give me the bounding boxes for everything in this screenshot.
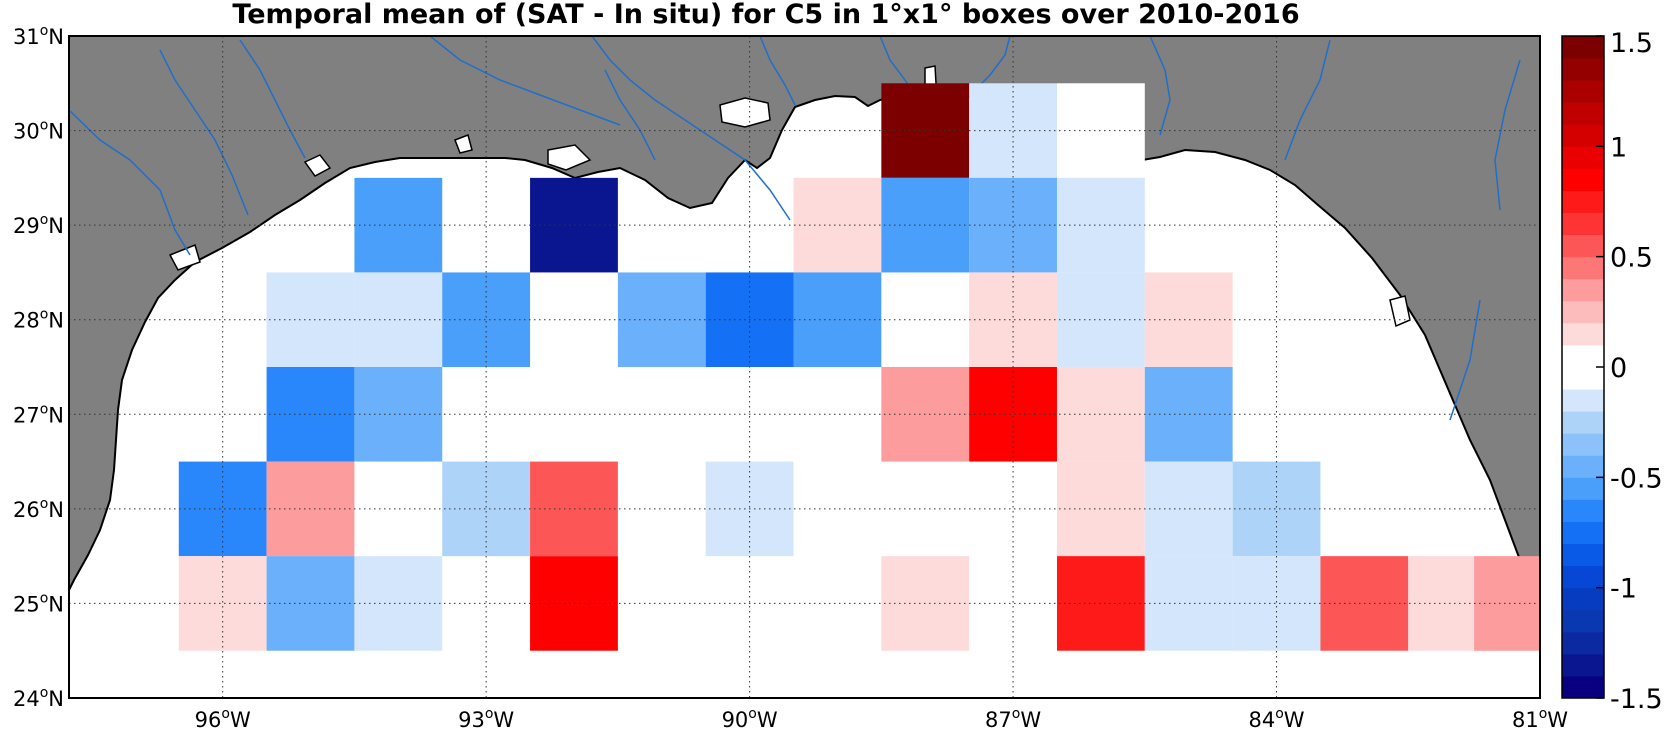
colorbar-swatch — [1562, 322, 1604, 346]
longitude-tick-label: 81oW — [1512, 706, 1568, 730]
colorbar-swatch — [1562, 146, 1604, 169]
colorbar-swatch — [1562, 455, 1604, 478]
colorbar-swatch — [1562, 344, 1604, 368]
colorbar-swatch — [1562, 80, 1604, 103]
longitude-tick-label: 87oW — [985, 706, 1041, 730]
rivers — [69, 36, 1521, 421]
axis-labels: 96oW 93oW 90oW 87oW 84oW 81oW 24oN 25oN 26oN 27oN… — [13, 23, 1568, 730]
colorbar-swatch — [1562, 543, 1604, 567]
bay-vermilion — [547, 144, 592, 171]
colorbar-labels: 1.5 1 0.5 0 -0.5 -1 -1.5 — [1596, 28, 1663, 715]
colorbar-swatch — [1562, 278, 1604, 302]
anomaly-cell — [793, 177, 882, 273]
colorbar-swatch — [1562, 631, 1604, 655]
bay-sabine — [303, 154, 332, 177]
latitude-tick-label: 24oN — [13, 685, 64, 711]
latitude-tick-label: 31oN — [13, 23, 64, 49]
river-pearl — [759, 36, 796, 106]
colorbar-tick-label: 1 — [1610, 132, 1627, 163]
colorbar-swatch — [1562, 124, 1604, 147]
colorbar-swatch — [1562, 565, 1604, 589]
river-stjohns — [1494, 59, 1521, 211]
colorbar-swatch — [1562, 499, 1604, 522]
river-trinity — [159, 49, 249, 216]
lake-pontchartrain — [719, 97, 771, 128]
river-suwannee — [1284, 39, 1331, 161]
colorbar-swatch — [1562, 587, 1604, 611]
colorbar — [1561, 35, 1605, 699]
colorbar-swatch — [1562, 36, 1604, 59]
colorbar-tick-label: -0.5 — [1610, 463, 1663, 494]
colorbar-swatch — [1562, 168, 1604, 191]
river-sabine — [239, 39, 306, 159]
colorbar-swatch — [1562, 411, 1604, 434]
river-alabama — [974, 36, 1011, 91]
bay-calcasieu — [454, 134, 473, 154]
colorbar-swatch — [1562, 675, 1604, 699]
colorbar-swatch — [1562, 234, 1604, 258]
anomaly-cell — [617, 272, 706, 367]
colorbar-swatch — [1562, 58, 1604, 81]
latitude-tick-label: 30oN — [13, 118, 64, 144]
colorbar-swatch — [1562, 433, 1604, 456]
colorbar-tick-label: 0 — [1610, 353, 1627, 384]
latitude-tick-label: 27oN — [13, 401, 64, 427]
colorbar-swatch — [1562, 609, 1604, 633]
colorbar-swatch — [1562, 102, 1604, 125]
latitude-tick-label: 29oN — [13, 212, 64, 238]
colorbar-tick-label: -1.5 — [1610, 684, 1663, 715]
colorbar-tick-label: 0.5 — [1610, 243, 1653, 274]
colorbar-tick-label: 1.5 — [1610, 28, 1653, 59]
colorbar-swatch — [1562, 256, 1604, 280]
river-apalachicola — [1149, 36, 1171, 136]
colorbar-swatch — [1562, 521, 1604, 545]
longitude-tick-label: 90oW — [722, 706, 778, 730]
longitude-tick-label: 84oW — [1248, 706, 1304, 730]
colorbar-tick-label: -1 — [1610, 574, 1637, 605]
colorbar-swatch — [1562, 367, 1604, 390]
river-mississippi — [591, 36, 791, 221]
longitude-tick-label: 93oW — [458, 706, 514, 730]
river-atchafalaya — [604, 69, 656, 161]
map-frame — [68, 35, 1541, 699]
colorbar-swatch — [1562, 653, 1604, 677]
latitude-tick-label: 25oN — [13, 590, 64, 616]
map-title: Temporal mean of (SAT - In situ) for C5 … — [232, 0, 1300, 30]
anomaly-grid — [178, 83, 1540, 651]
colorbar-swatch — [1562, 190, 1604, 214]
colorbar-swatch — [1562, 389, 1604, 412]
latitude-tick-label: 28oN — [13, 307, 64, 333]
anomaly-cell — [793, 272, 882, 367]
longitude-tick-label: 96oW — [195, 706, 251, 730]
anomaly-cell — [969, 367, 1057, 462]
land-area — [69, 36, 1540, 592]
colorbar-swatch — [1562, 300, 1604, 324]
latitude-tick-label: 26oN — [13, 496, 64, 522]
colorbar-swatch — [1562, 212, 1604, 236]
anomaly-cell — [1474, 556, 1540, 651]
river-brazos — [69, 109, 191, 256]
river-peace — [1449, 299, 1481, 421]
colorbar-swatch — [1562, 477, 1604, 500]
river-red — [429, 36, 621, 126]
